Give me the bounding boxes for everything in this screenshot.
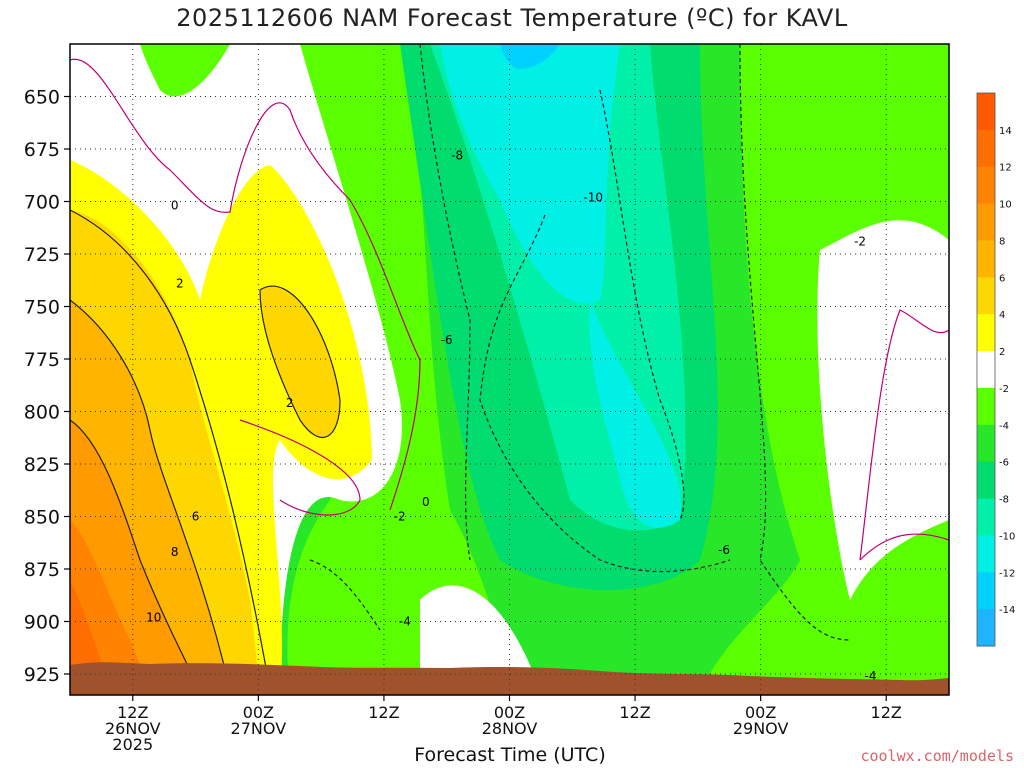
colorbar-swatch [977,240,995,278]
x-tick-label: 00Z [494,703,525,722]
colorbar-tick-label: 6 [999,273,1005,284]
contour-label: -2 [394,510,406,524]
contour-label: 0 [422,495,430,509]
colorbar-tick-label: 8 [999,236,1005,247]
colorbar-swatch [977,609,995,647]
y-tick-label: 850 [24,507,60,529]
colorbar-swatch [977,424,995,463]
contour-label: 8 [171,545,179,559]
colorbar-swatch [977,498,995,536]
x-tick-label: 12Z [619,703,650,722]
y-tick-label: 700 [24,192,60,214]
colorbar-tick-label: -4 [999,421,1009,432]
credit-text: coolwx.com/models [860,747,1014,765]
contour-label: -4 [865,669,877,683]
colorbar-swatch [977,203,995,241]
colorbar-tick-label: -6 [999,458,1009,469]
colorbar-tick-label: 10 [999,200,1012,211]
colorbar-swatch [977,129,995,168]
y-tick-label: 825 [24,454,60,476]
x-tick-label: 28NOV [482,719,538,738]
colorbar-swatch [977,572,995,610]
colorbar-tick-label: -10 [999,531,1015,542]
colorbar-swatch [977,387,995,426]
contour-label: 0 [171,199,179,213]
y-tick-label: 750 [24,297,60,319]
colorbar-tick-label: -8 [999,495,1009,506]
colorbar-tick-label: 2 [999,347,1005,358]
colorbar-swatch [977,277,995,315]
x-tick-label: 12Z [368,703,399,722]
y-tick-label: 900 [24,612,60,634]
y-tick-label: 775 [24,349,60,371]
y-tick-label: 650 [24,87,60,109]
colorbar-tick-label: -14 [999,605,1015,616]
colorbar-swatch [977,461,995,500]
y-tick-label: 725 [24,244,60,266]
y-tick-label: 925 [24,664,60,686]
x-tick-label: 26NOV [105,719,161,738]
x-axis-label: Forecast Time (UTC) [414,744,606,766]
colorbar-swatch [977,93,995,131]
colorbar-swatch [977,535,995,573]
x-tick-label: 00Z [745,703,776,722]
contour-label: -6 [718,543,730,557]
contour-label: 10 [146,610,161,624]
y-tick-label: 675 [24,139,60,161]
colorbar-legend: 14 12 10 8 6 4 2 -2 -4 -6 -8 -10 -12 -14 [976,92,1015,647]
contour-label: -8 [451,148,463,162]
colorbar-tick-label: 4 [999,310,1005,321]
contour-label: 2 [176,276,184,290]
x-tick-label: 00Z [243,703,274,722]
contour-label: -6 [441,333,453,347]
contour-label: -4 [399,615,411,629]
y-axis: 650 675 700 725 750 775 800 825 850 875 900 925 [24,87,70,686]
x-tick-label: 2025 [112,735,153,754]
x-tick-label: 27NOV [231,719,287,738]
grid-lines [70,44,949,695]
colorbar-frame [976,92,996,647]
colorbar-tick-label: 12 [999,163,1012,174]
colorbar-swatch [977,314,995,352]
contour-lines [70,44,949,691]
colorbar-swatch [977,166,995,205]
x-tick-label: 12Z [117,703,148,722]
chart-title: 2025112606 NAM Forecast Temperature (ºC)… [176,4,848,32]
contour-label: -10 [583,190,603,204]
contour-label: -2 [854,234,866,248]
colorbar-tick-label: -12 [999,568,1015,579]
contour-label: 2 [286,396,294,410]
x-tick-label: 29NOV [733,719,789,738]
terrain-ground [70,662,949,695]
temperature-fill [70,44,949,695]
y-tick-label: 800 [24,402,60,424]
colorbar-tick-label: 14 [999,126,1012,137]
x-tick-label: 12Z [871,703,902,722]
colorbar-tick-label: -2 [999,384,1009,395]
y-tick-label: 875 [24,559,60,581]
colorbar-swatch [977,351,995,389]
